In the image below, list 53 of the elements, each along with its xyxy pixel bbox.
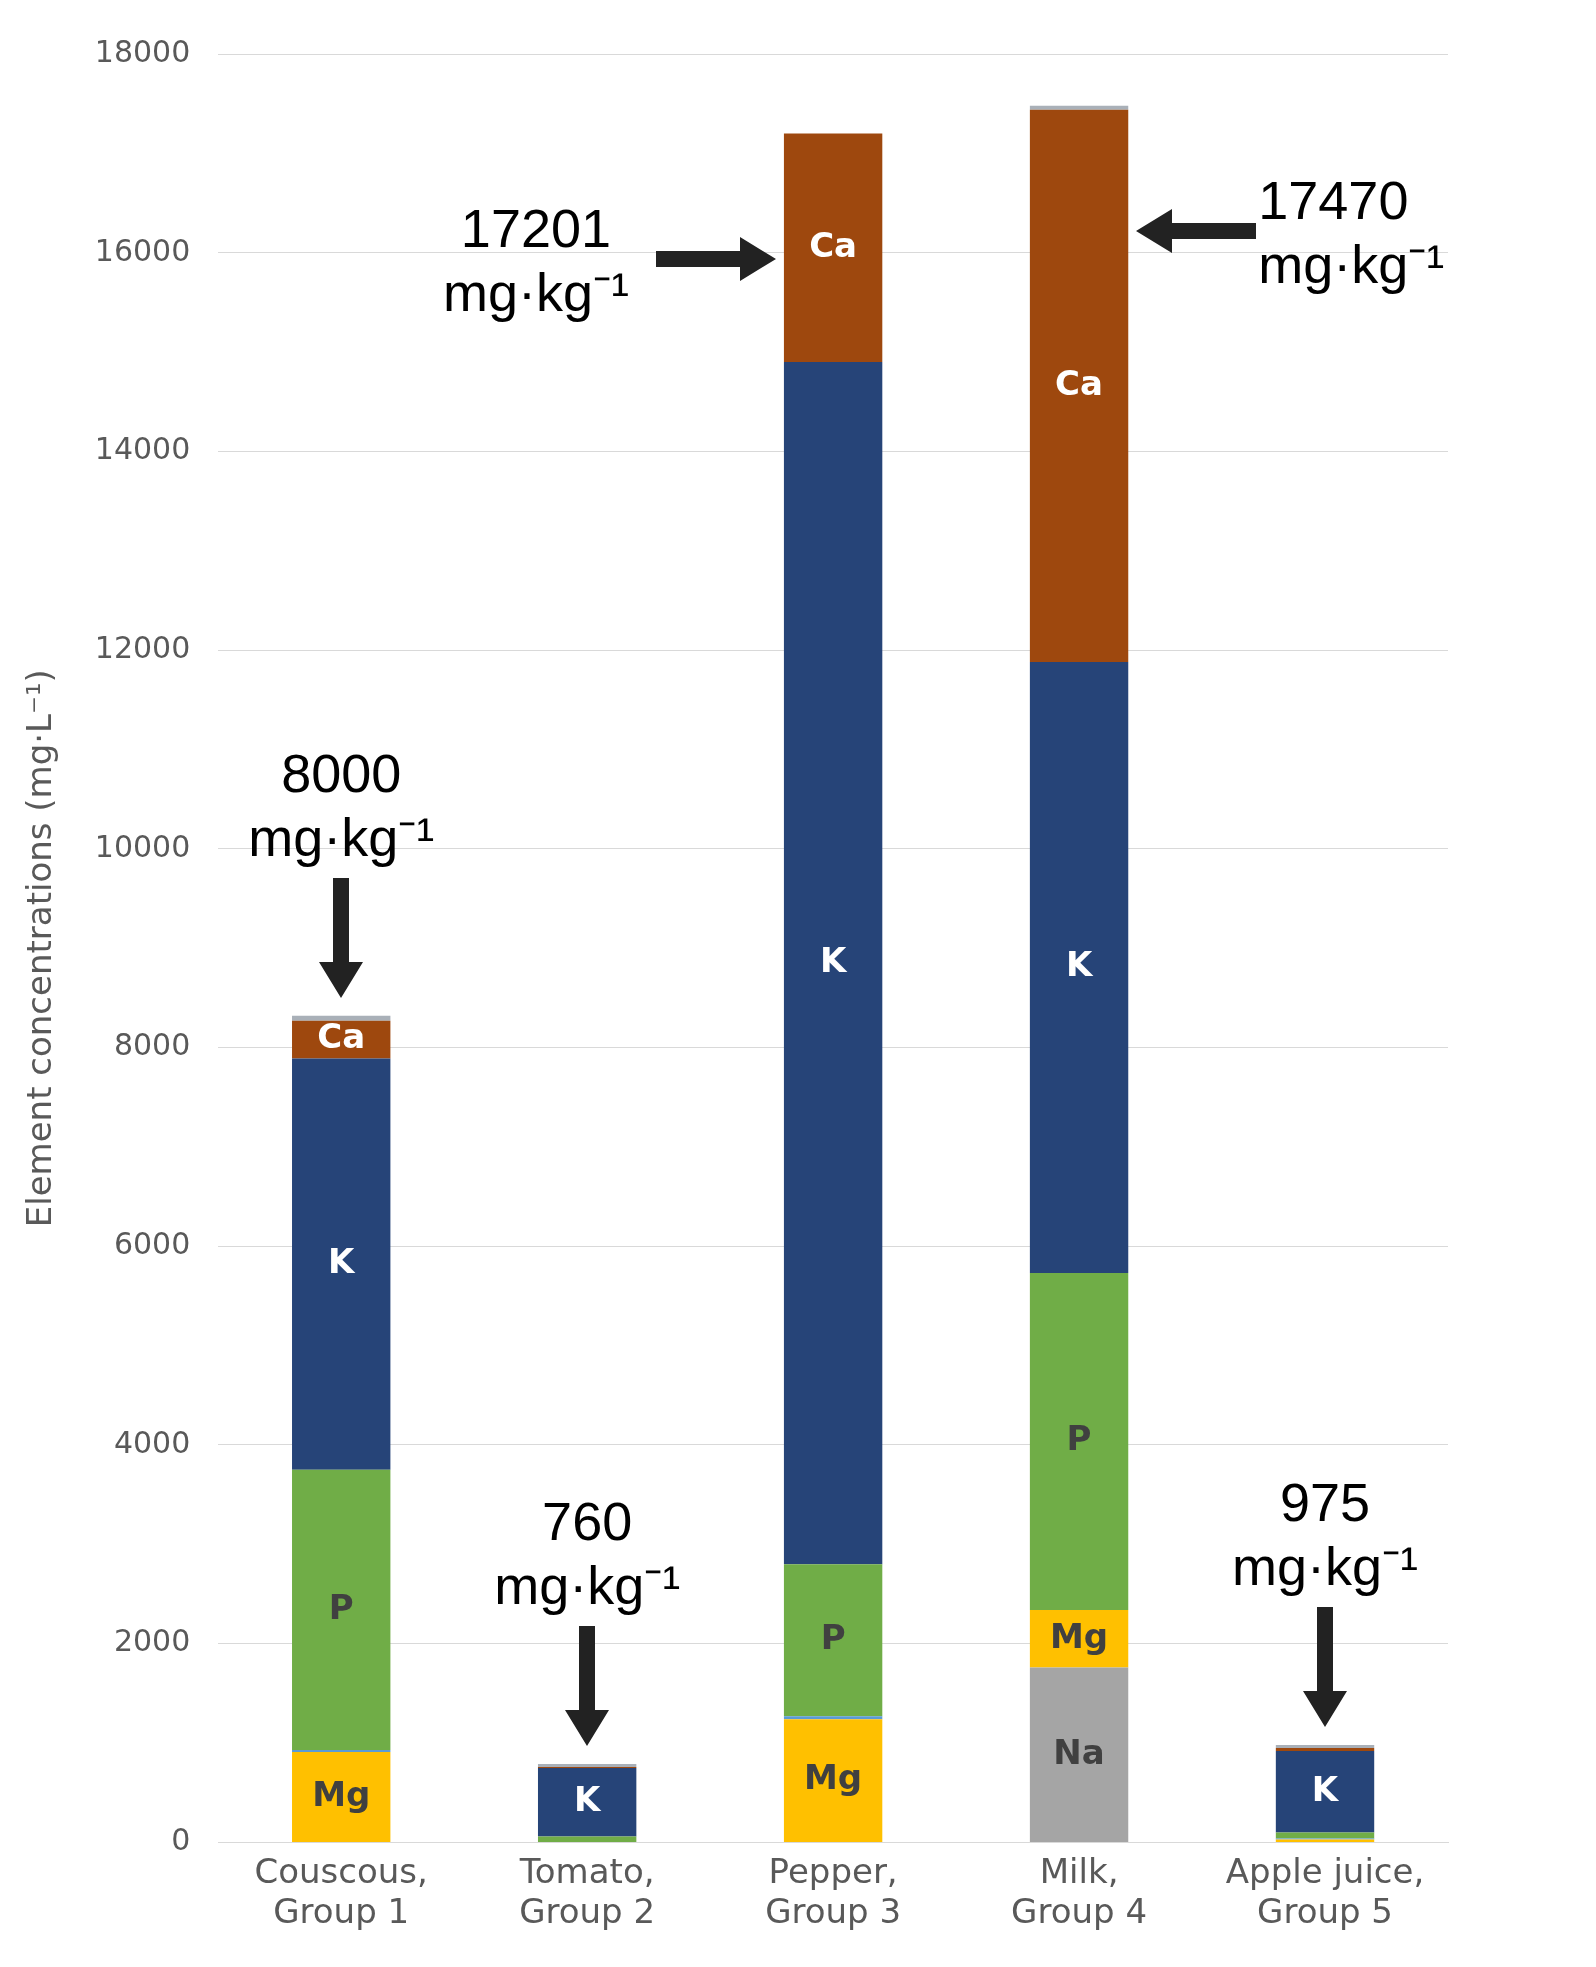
bar bbox=[1029, 105, 1129, 110]
y-tick-label: 10000 bbox=[94, 828, 191, 864]
bar bbox=[1275, 1832, 1375, 1839]
y-tick-label: 14000 bbox=[94, 431, 191, 467]
y-tick-label: 12000 bbox=[94, 629, 191, 665]
bar bbox=[292, 1058, 391, 1470]
text: P bbox=[328, 1586, 354, 1627]
series-label: Mg bbox=[1049, 1615, 1109, 1656]
bar bbox=[537, 1767, 637, 1837]
bar bbox=[537, 1836, 637, 1842]
bar bbox=[1275, 1750, 1375, 1833]
series-label: P bbox=[1066, 1418, 1092, 1459]
bar bbox=[1029, 662, 1129, 1274]
text: K bbox=[1311, 1768, 1339, 1809]
x-tick-label: Couscous, Group 1 bbox=[254, 1850, 428, 1932]
y-tick-label: 6000 bbox=[113, 1226, 191, 1262]
annotation: 975 mg·kg⁻¹ bbox=[1232, 1472, 1419, 1597]
series-label: Na bbox=[1053, 1731, 1105, 1772]
bar bbox=[292, 1469, 391, 1750]
annotation: 760 mg·kg⁻¹ bbox=[494, 1490, 681, 1615]
x-tick-label: Tomato, Group 2 bbox=[518, 1850, 656, 1932]
bar bbox=[783, 362, 883, 1565]
x-tick-label: Pepper, Group 3 bbox=[765, 1850, 902, 1932]
text: Ca bbox=[1055, 362, 1104, 403]
text: Mg bbox=[312, 1773, 371, 1814]
text: Mg bbox=[804, 1757, 863, 1798]
y-tick-label: 0 bbox=[171, 1822, 191, 1858]
text: K bbox=[1065, 944, 1093, 985]
series-label: K bbox=[573, 1778, 602, 1819]
bar bbox=[1029, 1273, 1129, 1610]
y-tick-label: 4000 bbox=[113, 1424, 191, 1460]
bar bbox=[292, 1015, 391, 1021]
y-tick-label: 8000 bbox=[113, 1027, 191, 1063]
bar bbox=[1029, 109, 1129, 663]
annotation: 17470 mg·kg⁻¹ bbox=[1258, 169, 1445, 294]
bar bbox=[783, 1564, 883, 1717]
bar bbox=[783, 133, 883, 362]
annotation: 8000 mg·kg⁻¹ bbox=[248, 742, 435, 867]
annotation: 17201 mg·kg⁻¹ bbox=[442, 197, 629, 322]
bar bbox=[783, 1716, 883, 1720]
bar bbox=[783, 1719, 883, 1842]
x-tick-label: Milk, Group 4 bbox=[1011, 1850, 1148, 1932]
y-tick-label: 18000 bbox=[94, 33, 191, 69]
y-axis-title: Element concentrations (mg·L⁻¹) bbox=[19, 669, 60, 1228]
text: K bbox=[819, 939, 847, 980]
y-tick-label: 16000 bbox=[94, 232, 191, 268]
text: K bbox=[328, 1240, 355, 1281]
x-tick-label: Apple juice, Group 5 bbox=[1225, 1850, 1425, 1932]
text: P bbox=[820, 1617, 846, 1658]
series-label: Ca bbox=[317, 1016, 366, 1057]
text: Ca bbox=[809, 224, 858, 265]
y-tick-label: 2000 bbox=[113, 1623, 191, 1659]
bar bbox=[1029, 1667, 1129, 1842]
